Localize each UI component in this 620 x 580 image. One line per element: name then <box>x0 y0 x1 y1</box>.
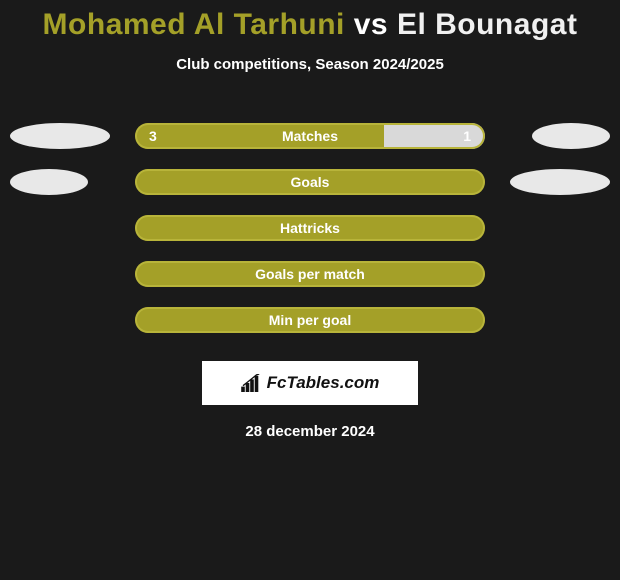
stat-bar: 3 1 Matches <box>135 123 485 149</box>
bar-label: Matches <box>282 128 338 144</box>
page-title: Mohamed Al Tarhuni vs El Bounagat <box>0 8 620 42</box>
chart-area: 3 1 Matches Goals Hattricks Goals per match Mi… <box>0 113 620 343</box>
logo-box[interactable]: FcTables.com <box>202 361 418 405</box>
subtitle: Club competitions, Season 2024/2025 <box>0 56 620 73</box>
bar-label: Min per goal <box>269 312 351 328</box>
stat-bar: Min per goal <box>135 307 485 333</box>
title-player1: Mohamed Al Tarhuni <box>43 8 345 41</box>
bar-label: Goals <box>291 174 330 190</box>
stat-row: 3 1 Matches <box>0 113 620 159</box>
stat-bar: Goals <box>135 169 485 195</box>
stat-bar: Hattricks <box>135 215 485 241</box>
bars-icon <box>241 374 263 392</box>
left-ellipse <box>10 169 88 195</box>
title-vs: vs <box>345 8 397 41</box>
right-ellipse <box>532 123 610 149</box>
right-ellipse <box>510 169 610 195</box>
left-ellipse <box>10 123 110 149</box>
stat-bar: Goals per match <box>135 261 485 287</box>
comparison-widget: Mohamed Al Tarhuni vs El Bounagat Club c… <box>0 0 620 440</box>
bar-value-left: 3 <box>149 128 157 144</box>
title-player2: El Bounagat <box>397 8 578 41</box>
stat-row: Min per goal <box>0 297 620 343</box>
logo-text: FcTables.com <box>267 373 380 393</box>
bar-value-right: 1 <box>463 128 471 144</box>
date-text: 28 december 2024 <box>0 423 620 440</box>
stat-row: Goals per match <box>0 251 620 297</box>
stat-row: Hattricks <box>0 205 620 251</box>
bar-label: Goals per match <box>255 266 365 282</box>
bar-fill-left <box>135 123 384 149</box>
bar-label: Hattricks <box>280 220 340 236</box>
stat-row: Goals <box>0 159 620 205</box>
